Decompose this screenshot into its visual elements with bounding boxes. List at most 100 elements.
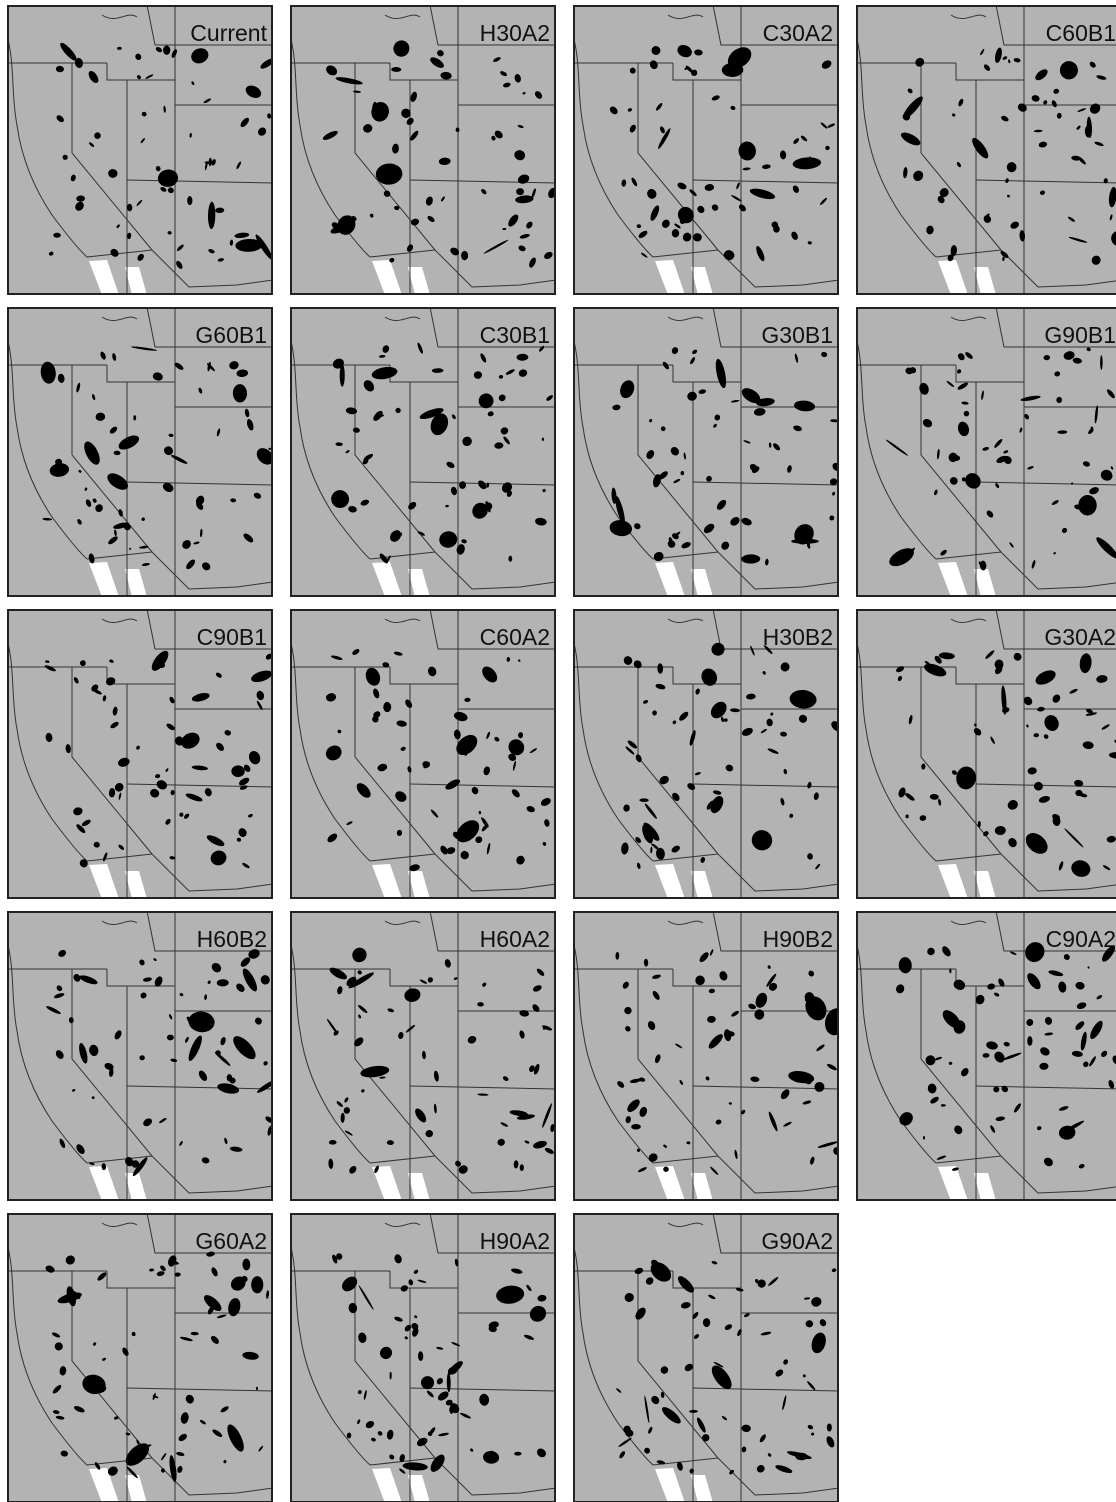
habitat-patch bbox=[447, 1361, 463, 1375]
habitat-patch bbox=[957, 353, 965, 361]
habitat-patch bbox=[108, 787, 116, 798]
habitat-patch bbox=[927, 1083, 937, 1094]
habitat-patch bbox=[392, 143, 399, 154]
habitat-patch bbox=[775, 1369, 784, 1377]
habitat-patch bbox=[1100, 355, 1103, 370]
habitat-patch bbox=[412, 1327, 419, 1337]
habitat-patch bbox=[405, 699, 413, 708]
habitat-patch bbox=[131, 1331, 136, 1337]
habitat-patch bbox=[365, 1420, 375, 1429]
habitat-patch bbox=[615, 951, 620, 960]
habitat-patch bbox=[689, 189, 697, 197]
habitat-patch bbox=[922, 1135, 926, 1140]
habitat-patch bbox=[410, 130, 419, 141]
habitat-patch bbox=[1003, 450, 1009, 454]
habitat-patch bbox=[1043, 100, 1048, 105]
habitat-patch bbox=[1072, 357, 1082, 364]
habitat-patch bbox=[216, 1314, 227, 1319]
habitat-patch bbox=[650, 205, 660, 221]
habitat-patch bbox=[248, 751, 261, 765]
habitat-patch bbox=[357, 1419, 361, 1425]
habitat-patch bbox=[1005, 178, 1009, 184]
habitat-patch bbox=[470, 1448, 474, 1452]
habitat-patch bbox=[1075, 981, 1085, 990]
habitat-patch bbox=[136, 745, 140, 750]
habitat-patch bbox=[529, 257, 536, 268]
habitat-patch bbox=[75, 201, 84, 211]
habitat-patch bbox=[825, 145, 830, 151]
habitat-patch bbox=[925, 1055, 936, 1066]
panel-label: G90B1 bbox=[1044, 322, 1116, 348]
state-border bbox=[712, 1213, 741, 1254]
habitat-patch bbox=[1106, 389, 1115, 399]
state-border bbox=[71, 667, 153, 855]
habitat-patch bbox=[344, 1097, 349, 1103]
habitat-patch bbox=[486, 731, 491, 740]
habitat-patch bbox=[612, 404, 621, 411]
habitat-patch bbox=[110, 721, 119, 729]
habitat-patch bbox=[40, 361, 56, 384]
habitat-patch bbox=[167, 187, 174, 194]
map-panel: H90B2 bbox=[573, 911, 839, 1201]
habitat-patch bbox=[74, 57, 84, 69]
habitat-patch bbox=[462, 436, 472, 447]
habitat-patch bbox=[337, 986, 343, 995]
habitat-patch bbox=[379, 1076, 386, 1079]
state-border bbox=[369, 551, 556, 590]
habitat-patch bbox=[102, 852, 108, 862]
habitat-patch bbox=[1036, 1126, 1042, 1131]
state-border bbox=[667, 316, 704, 322]
gulf bbox=[655, 864, 713, 899]
habitat-patch bbox=[153, 958, 157, 961]
habitat-patch bbox=[373, 688, 380, 699]
habitat-patch bbox=[171, 1261, 179, 1265]
habitat-patch bbox=[426, 1390, 434, 1398]
habitat-patch bbox=[413, 1269, 419, 1274]
habitat-patch bbox=[723, 250, 735, 261]
habitat-patch bbox=[1056, 112, 1062, 119]
habitat-patch bbox=[165, 768, 169, 772]
habitat-patch bbox=[211, 962, 222, 973]
habitat-patch bbox=[1096, 537, 1116, 559]
habitat-patch bbox=[335, 442, 343, 447]
habitat-patch bbox=[1078, 494, 1097, 516]
habitat-patch bbox=[544, 819, 550, 827]
habitat-patch bbox=[127, 232, 132, 240]
habitat-patch bbox=[693, 1334, 700, 1339]
habitat-patch bbox=[662, 361, 670, 370]
habitat-patch bbox=[660, 426, 666, 432]
habitat-patch bbox=[160, 1265, 166, 1272]
habitat-patch bbox=[483, 1451, 500, 1464]
habitat-patch bbox=[55, 65, 64, 73]
habitat-patch bbox=[57, 373, 65, 383]
habitat-patch bbox=[512, 760, 517, 771]
state-border bbox=[354, 63, 436, 251]
habitat-patch bbox=[640, 252, 648, 258]
habitat-patch bbox=[45, 1265, 55, 1273]
habitat-patch bbox=[793, 138, 800, 144]
habitat-patch bbox=[444, 959, 451, 968]
habitat-patch bbox=[166, 1034, 174, 1041]
habitat-patch bbox=[502, 1076, 509, 1081]
habitat-patch bbox=[956, 766, 976, 790]
habitat-patch bbox=[1079, 793, 1088, 798]
habitat-patch bbox=[650, 846, 653, 854]
habitat-patch bbox=[773, 443, 781, 451]
habitat-patch bbox=[238, 777, 250, 786]
habitat-patch bbox=[94, 132, 101, 139]
habitat-patch bbox=[216, 742, 224, 751]
habitat-patch bbox=[55, 1050, 64, 1059]
habitat-patch bbox=[949, 477, 958, 485]
habitat-patch bbox=[1033, 129, 1043, 133]
panel-label: H30B2 bbox=[763, 624, 833, 650]
habitat-patch bbox=[660, 1366, 669, 1374]
state-border bbox=[7, 34, 88, 258]
habitat-patch bbox=[236, 369, 249, 378]
habitat-patch bbox=[497, 1138, 505, 1146]
habitat-patch bbox=[921, 763, 926, 770]
habitat-patch bbox=[267, 1125, 272, 1136]
habitat-patch bbox=[651, 46, 661, 55]
habitat-patch bbox=[256, 448, 273, 465]
state-border bbox=[652, 853, 839, 892]
habitat-patch bbox=[765, 558, 769, 566]
